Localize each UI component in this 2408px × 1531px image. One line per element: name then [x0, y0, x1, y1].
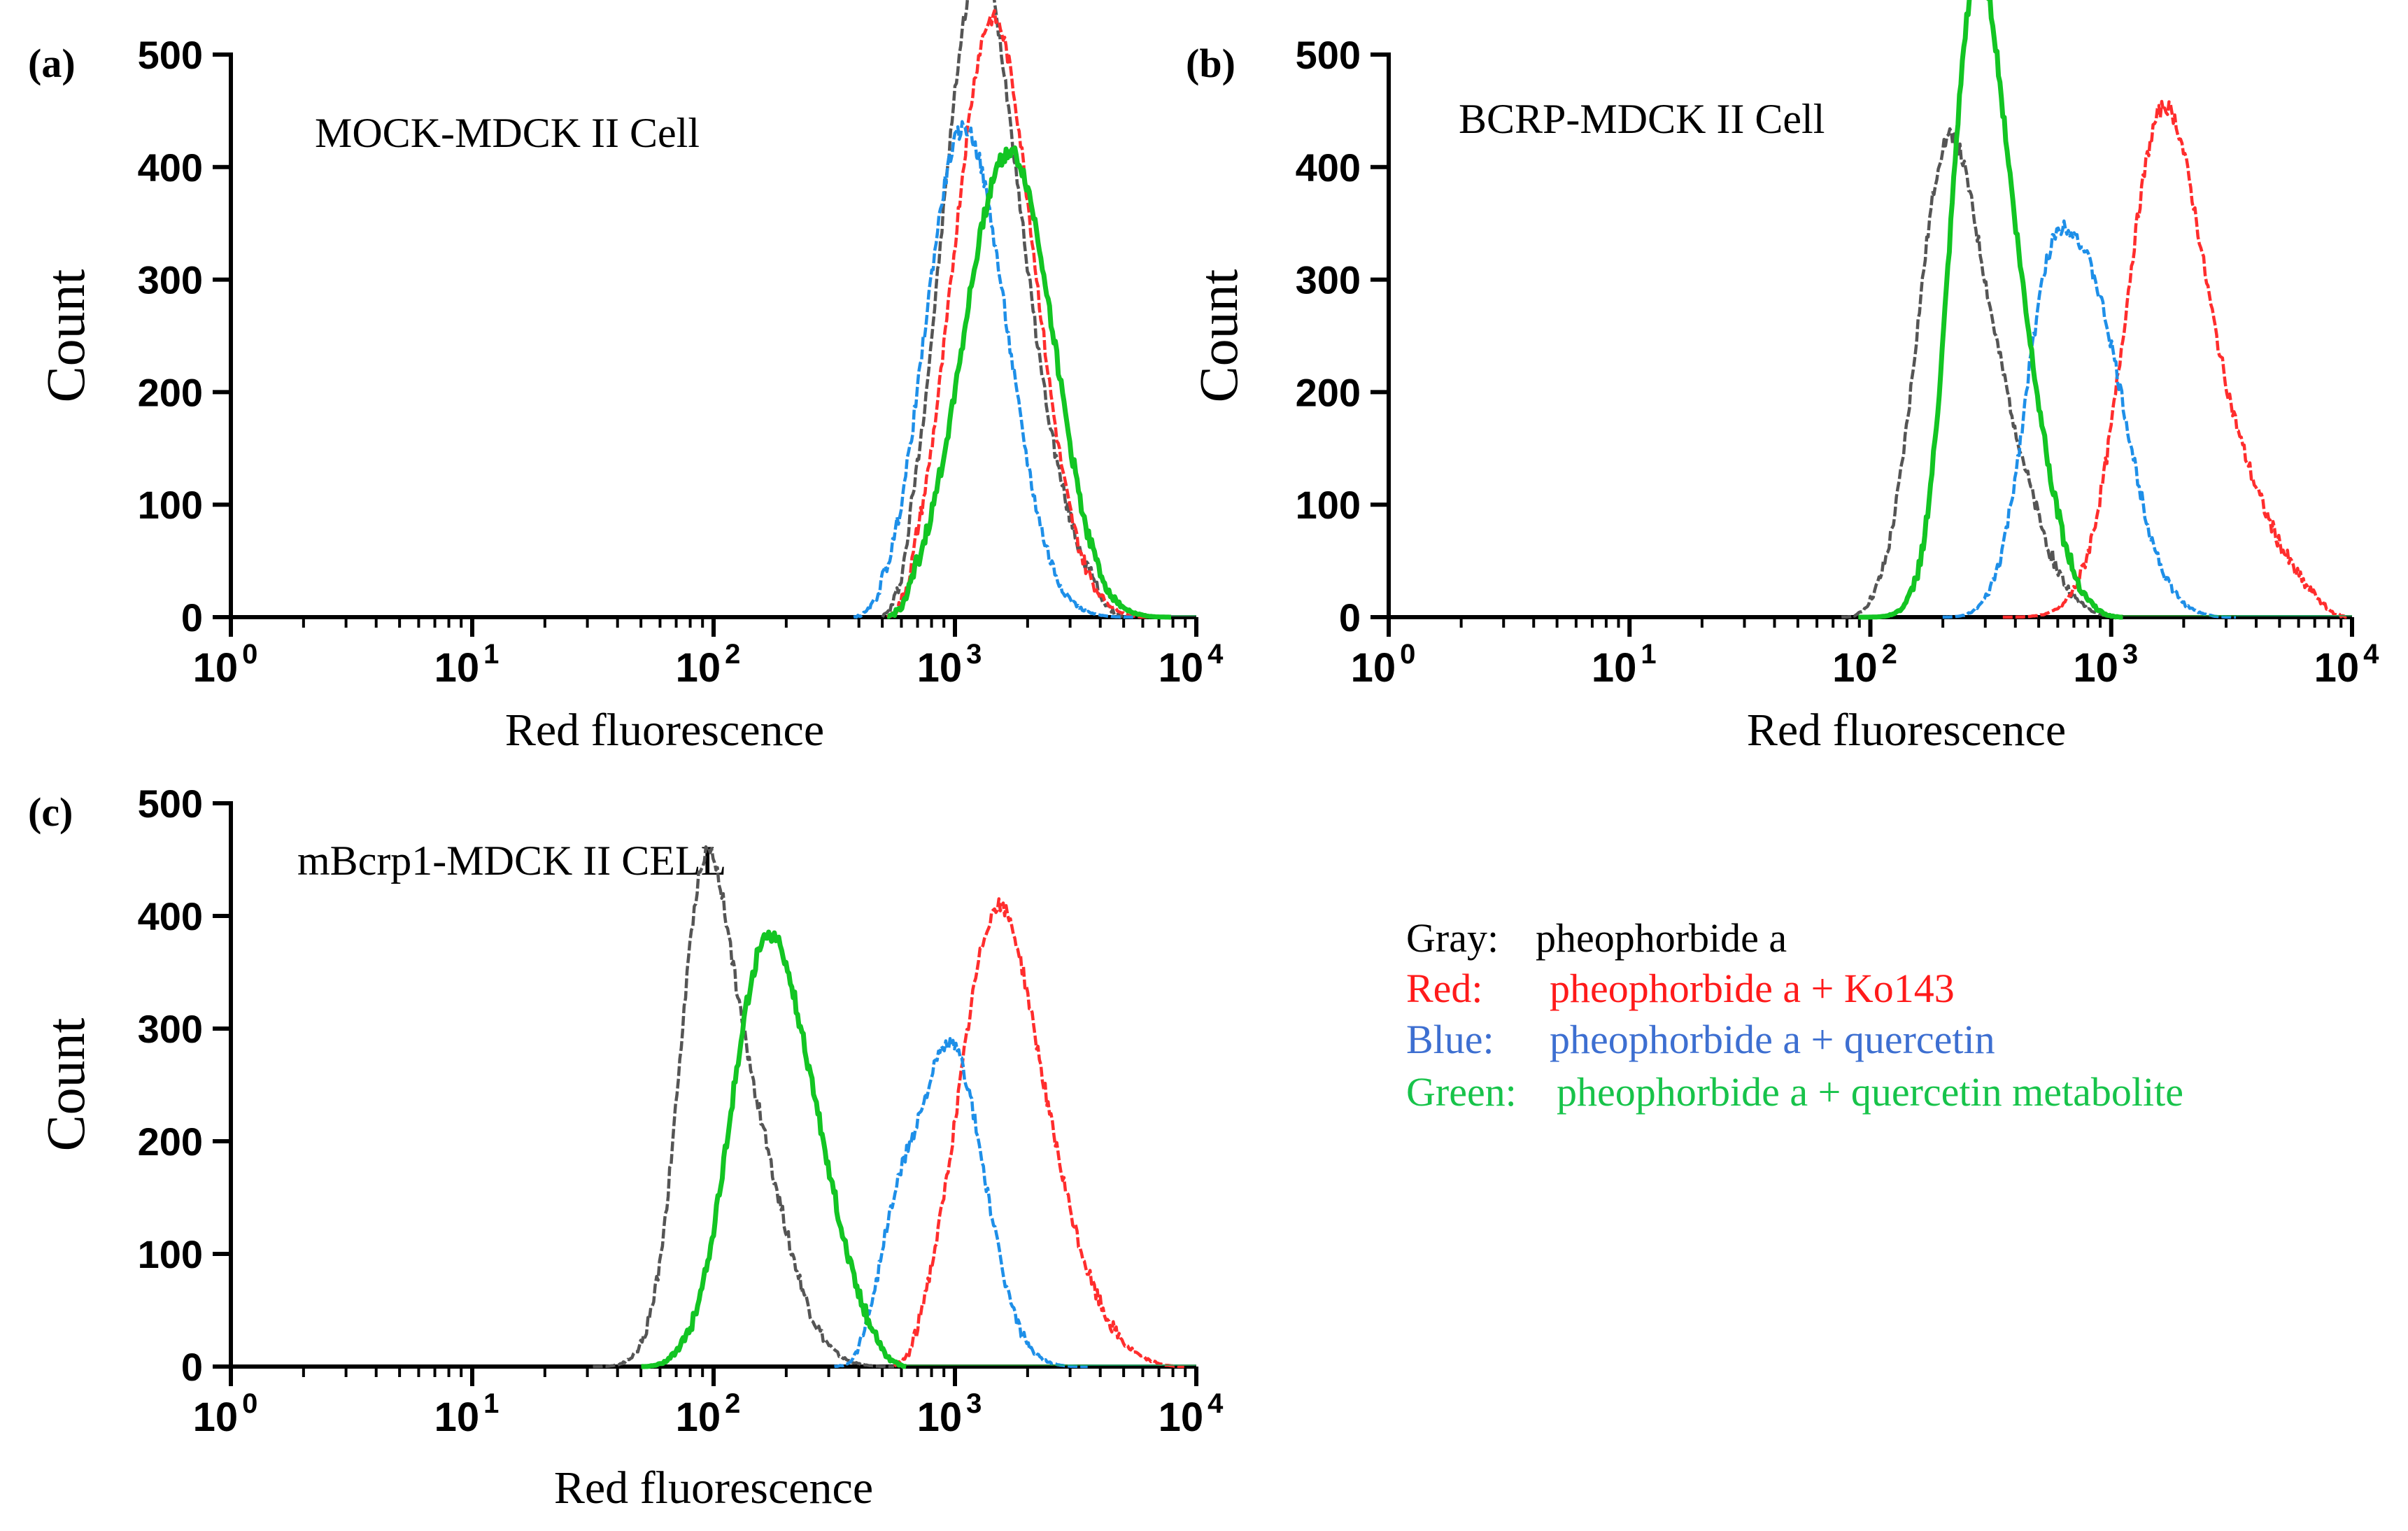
x-tick-exponent: 3 — [966, 1388, 982, 1419]
y-axis-label: Count — [35, 269, 96, 402]
y-tick-label: 500 — [138, 33, 203, 77]
y-axis-label: Count — [1188, 269, 1249, 402]
y-tick-label: 400 — [138, 894, 203, 938]
x-tick-exponent: 0 — [1400, 639, 1415, 670]
y-tick-label: 100 — [138, 1232, 203, 1276]
y-tick-label: 200 — [138, 370, 203, 414]
x-tick-base: 10 — [676, 645, 721, 691]
x-tick-exponent: 4 — [1207, 639, 1224, 670]
x-tick-base: 10 — [1159, 645, 1204, 691]
series-curve-blue — [834, 1036, 1088, 1369]
y-tick-label: 200 — [138, 1120, 203, 1164]
x-tick-label: 10 0 — [1351, 639, 1416, 691]
y-tick-label: 300 — [138, 1007, 203, 1051]
x-tick-label: 10 4 — [1159, 1388, 1224, 1440]
x-tick-base: 10 — [917, 1395, 963, 1440]
x-tick-base: 10 — [193, 1395, 239, 1440]
y-tick-label: 300 — [138, 258, 203, 302]
x-tick-exponent: 0 — [242, 1388, 257, 1419]
x-tick-base: 10 — [434, 645, 480, 691]
y-axis-label: Count — [35, 1017, 96, 1151]
x-tick-base: 10 — [917, 645, 963, 691]
x-tick-base: 10 — [676, 1395, 721, 1440]
series-curve-red — [2002, 99, 2348, 619]
x-tick-base: 10 — [193, 645, 239, 691]
panel-label: (b) — [1186, 41, 1235, 86]
y-tick-label: 100 — [138, 483, 203, 527]
legend-key-2: Blue: — [1406, 1017, 1494, 1062]
x-tick-exponent: 0 — [242, 639, 257, 670]
x-axis-label: Red fluorescence — [505, 705, 824, 756]
x-tick-base: 10 — [1592, 645, 1637, 691]
x-tick-base: 10 — [1159, 1395, 1204, 1440]
legend-text-1: pheophorbide a + Ko143 — [1550, 966, 1955, 1011]
x-tick-exponent: 2 — [725, 639, 740, 670]
x-tick-label: 10 0 — [193, 639, 258, 691]
series-curve-green — [640, 929, 907, 1369]
y-tick-label: 100 — [1296, 483, 1361, 527]
x-tick-exponent: 1 — [483, 639, 499, 670]
y-tick-label: 400 — [1296, 146, 1361, 190]
chart-panel-1: (b) BCRP-MDCK II Cell Count Red fluorescenc… — [1186, 0, 2379, 756]
y-tick-label: 0 — [1339, 595, 1361, 640]
x-tick-exponent: 2 — [1882, 639, 1897, 670]
y-tick-label: 0 — [181, 595, 203, 640]
legend-key-0: Gray: — [1406, 915, 1499, 961]
series-curve-red — [886, 8, 1149, 619]
legend: Gray: pheophorbide a Red: pheophorbide a + … — [1406, 915, 2183, 1115]
y-tick-label: 200 — [1296, 370, 1361, 414]
legend-text-0: pheophorbide a — [1536, 915, 1787, 961]
x-tick-base: 10 — [1351, 645, 1396, 691]
panel-label: (c) — [28, 789, 73, 835]
y-tick-label: 500 — [1296, 33, 1361, 77]
series-curve-blue — [1942, 219, 2237, 619]
x-tick-label: 10 0 — [193, 1388, 258, 1440]
x-tick-label: 10 4 — [1159, 639, 1224, 691]
x-tick-exponent: 3 — [966, 639, 982, 670]
legend-key-3: Green: — [1406, 1069, 1517, 1115]
x-tick-label: 10 4 — [2314, 639, 2380, 691]
x-tick-label: 10 1 — [434, 639, 500, 691]
x-tick-base: 10 — [1832, 645, 1878, 691]
x-tick-label: 10 2 — [676, 1388, 741, 1440]
series-curve-gray — [1841, 127, 2124, 619]
y-tick-label: 300 — [1296, 258, 1361, 302]
x-tick-base: 10 — [2073, 645, 2118, 691]
y-tick-label: 500 — [138, 782, 203, 826]
chart-title: MOCK-MDCK II Cell — [315, 110, 700, 156]
chart-panel-0: (a) MOCK-MDCK II Cell Count Red fluorescenc… — [28, 0, 1224, 756]
x-tick-exponent: 4 — [1207, 1388, 1224, 1419]
series-curve-red — [893, 897, 1184, 1369]
legend-text-3: pheophorbide a + quercetin metabolite — [1557, 1069, 2183, 1115]
panel-label: (a) — [28, 41, 76, 86]
legend-text-2: pheophorbide a + quercetin — [1550, 1017, 1995, 1062]
chart-title: mBcrp1-MDCK II CELL — [297, 838, 726, 884]
series-curve-gray — [593, 845, 895, 1369]
x-axis-label: Red fluorescence — [554, 1462, 873, 1514]
chart-panel-2: (c) mBcrp1-MDCK II CELL Count Red fluoresce… — [28, 782, 1224, 1514]
y-tick-label: 400 — [138, 146, 203, 190]
x-tick-label: 10 1 — [1592, 639, 1657, 691]
x-tick-exponent: 2 — [725, 1388, 740, 1419]
series-curve-green — [886, 145, 1173, 620]
x-tick-base: 10 — [2314, 645, 2360, 691]
series-curve-blue — [853, 120, 1136, 619]
y-tick-label: 0 — [181, 1345, 203, 1389]
x-tick-label: 10 3 — [917, 639, 982, 691]
x-tick-label: 10 2 — [1832, 639, 1897, 691]
chart-title: BCRP-MDCK II Cell — [1459, 96, 1825, 142]
x-tick-exponent: 1 — [1641, 639, 1656, 670]
x-tick-label: 10 3 — [2073, 639, 2138, 691]
x-tick-label: 10 1 — [434, 1388, 500, 1440]
x-tick-exponent: 3 — [2123, 639, 2138, 670]
legend-key-1: Red: — [1406, 966, 1483, 1011]
x-tick-base: 10 — [434, 1395, 480, 1440]
x-tick-exponent: 1 — [483, 1388, 499, 1419]
x-tick-label: 10 3 — [917, 1388, 982, 1440]
x-axis-label: Red fluorescence — [1747, 705, 2066, 756]
series-curve-green — [1857, 0, 2124, 620]
x-tick-label: 10 2 — [676, 639, 741, 691]
x-tick-exponent: 4 — [2363, 639, 2379, 670]
